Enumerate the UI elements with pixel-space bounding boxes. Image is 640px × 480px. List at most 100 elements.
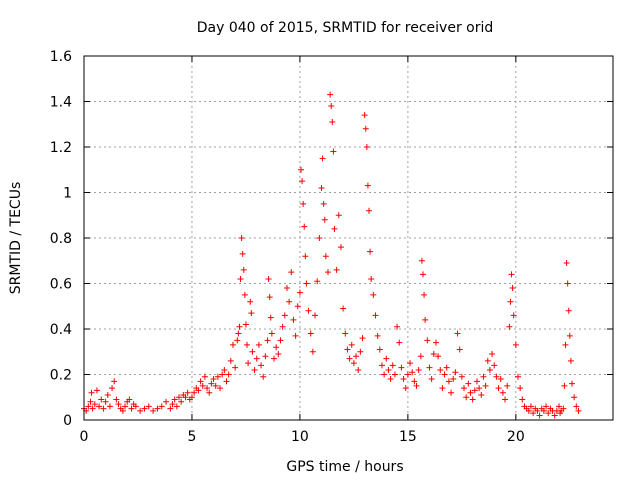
data-point (370, 291, 377, 298)
data-point (456, 346, 463, 353)
data-point (394, 323, 401, 330)
data-point (563, 260, 570, 267)
data-point (303, 280, 310, 287)
data-point (448, 389, 455, 396)
data-point (452, 369, 459, 376)
data-point (391, 371, 398, 378)
data-point (424, 337, 431, 344)
data-point (439, 385, 446, 392)
data-point (415, 366, 422, 373)
data-point (353, 353, 360, 360)
data-point (237, 275, 244, 282)
x-tick-label: 10 (291, 429, 309, 445)
data-point (383, 355, 390, 362)
data-point (471, 387, 478, 394)
data-point (344, 346, 351, 353)
data-point (104, 391, 111, 398)
data-point (387, 376, 394, 383)
x-tick-label: 15 (399, 429, 417, 445)
data-point (109, 385, 116, 392)
data-point (355, 366, 362, 373)
data-point (454, 330, 461, 337)
data-point (467, 389, 474, 396)
data-point (312, 312, 319, 319)
y-tick-label: 0 (63, 413, 72, 429)
data-point (396, 339, 403, 346)
data-point (167, 405, 174, 412)
data-point (562, 341, 569, 348)
data-point (465, 380, 472, 387)
data-point (319, 155, 326, 162)
data-point (227, 357, 234, 364)
data-point (400, 376, 407, 383)
data-point (458, 373, 465, 380)
data-point (184, 389, 191, 396)
data-point (514, 373, 521, 380)
x-tick-label: 5 (187, 429, 196, 445)
data-point (296, 289, 303, 296)
y-tick-label: 1.2 (50, 140, 72, 156)
data-point (260, 373, 267, 380)
data-point (239, 250, 246, 257)
data-point (301, 223, 308, 230)
data-point (265, 275, 272, 282)
data-point (441, 371, 448, 378)
data-point (318, 184, 325, 191)
data-point (536, 412, 543, 419)
data-point (271, 355, 278, 362)
data-point (299, 178, 306, 185)
data-point (85, 403, 92, 410)
data-point (340, 305, 347, 312)
data-point (480, 373, 487, 380)
data-point (443, 364, 450, 371)
data-point (324, 269, 331, 276)
data-point (171, 396, 178, 403)
data-point (565, 307, 572, 314)
data-point (98, 396, 105, 403)
data-point (253, 355, 260, 362)
data-point (225, 371, 232, 378)
data-point (525, 407, 532, 414)
data-point (314, 278, 321, 285)
data-point (398, 364, 405, 371)
data-point (273, 344, 280, 351)
data-point (560, 405, 567, 412)
data-point (489, 351, 496, 358)
data-point (564, 280, 571, 287)
data-point (91, 401, 98, 408)
data-point (463, 394, 470, 401)
data-point (374, 332, 381, 339)
grid (84, 56, 613, 420)
data-point (197, 378, 204, 385)
x-tick-label: 0 (80, 429, 89, 445)
data-point (567, 357, 574, 364)
data-point (251, 366, 258, 373)
data-point (330, 148, 337, 155)
data-point (363, 144, 370, 150)
data-point (404, 371, 411, 378)
data-point (506, 323, 513, 330)
data-point (445, 378, 452, 385)
data-point (359, 335, 366, 342)
data-point (247, 298, 254, 305)
data-point (219, 371, 226, 378)
data-point (102, 398, 109, 405)
y-tick-label: 0.8 (50, 231, 72, 247)
data-point (122, 403, 129, 410)
data-point (141, 405, 148, 412)
data-point (150, 407, 157, 414)
data-point (328, 103, 335, 110)
data-point (178, 398, 185, 405)
data-point (238, 235, 245, 241)
data-point (199, 382, 206, 389)
data-point (96, 403, 103, 410)
data-point (519, 396, 526, 403)
data-point (517, 385, 524, 392)
data-point (504, 382, 511, 389)
data-point (316, 235, 323, 241)
data-point (551, 412, 558, 419)
data-point (350, 360, 357, 367)
data-point (421, 291, 428, 298)
chart-title: Day 040 of 2015, SRMTID for receiver ori… (197, 20, 494, 36)
data-point (309, 348, 316, 355)
